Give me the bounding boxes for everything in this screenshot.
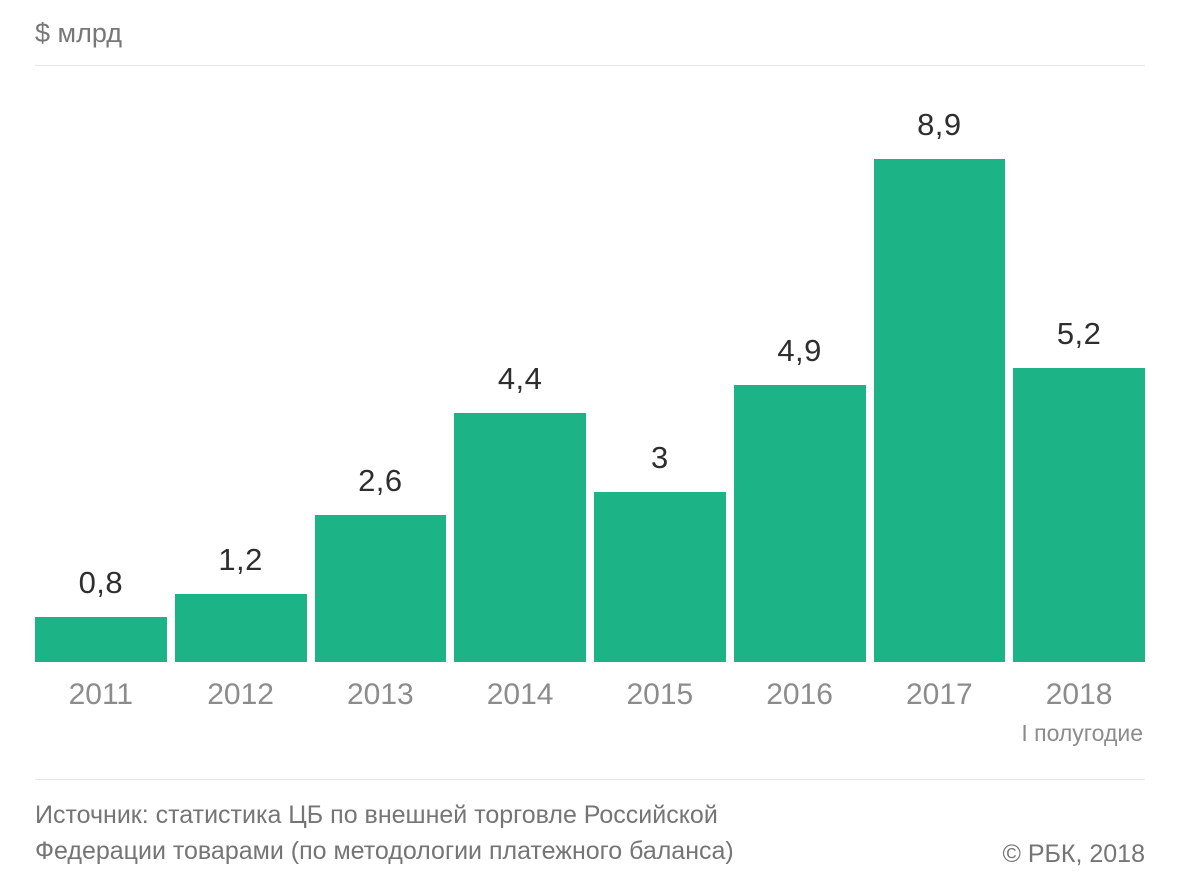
- x-axis-label: 2013: [347, 678, 414, 711]
- bar-value-label: 2,6: [358, 463, 403, 498]
- bar-group: 2,6: [314, 463, 447, 662]
- bar-group: 5,2: [1013, 316, 1145, 662]
- bar: [733, 385, 866, 662]
- x-axis-label: 2017: [906, 678, 973, 711]
- bar-group: 4,9: [733, 333, 866, 662]
- bar: [873, 159, 1006, 662]
- x-axis-label: 2011: [68, 678, 134, 711]
- chart-unit-label: $ млрд: [35, 18, 122, 48]
- x-axis-labels: 2011 2012 2013 2014 2015 2016 2017 2018: [35, 678, 1145, 712]
- bar: [314, 515, 447, 662]
- chart-footer: Источник: статистика ЦБ по внешней торго…: [35, 779, 1145, 869]
- source-line-1: Источник: статистика ЦБ по внешней торго…: [35, 801, 718, 829]
- bar-value-label: 0,8: [78, 565, 124, 600]
- bar-group: 1,2: [174, 542, 307, 662]
- bar-value-label: 4,4: [497, 361, 543, 396]
- bar: [594, 492, 726, 662]
- bar-value-label: 8,9: [917, 107, 962, 142]
- x-axis-label: 2016: [766, 678, 833, 711]
- bar-group: 0,8: [35, 565, 167, 662]
- x-axis-label: 2015: [626, 678, 694, 711]
- bar-group: 3: [594, 440, 726, 662]
- bar-group: 8,9: [873, 107, 1006, 662]
- x-axis-label: 2018: [1045, 678, 1113, 711]
- bar: [35, 617, 167, 662]
- bar: [174, 594, 307, 662]
- source-line-2: Федерации товарами (по методологии плате…: [35, 836, 734, 865]
- copyright: © РБК, 2018: [1002, 840, 1145, 868]
- x-axis-label: 2014: [486, 678, 554, 711]
- x-axis-label: 2012: [207, 678, 274, 711]
- bar: [1013, 368, 1145, 662]
- half-year-note: I полугодие: [1021, 720, 1143, 746]
- bar-group: 4,4: [454, 361, 586, 662]
- top-divider: [35, 65, 1145, 66]
- bar-value-label: 1,2: [218, 542, 263, 577]
- bar-value-label: 4,9: [777, 333, 822, 368]
- bar-value-label: 3: [651, 440, 669, 475]
- bar-chart: 0,8 1,2 2,6 4,4 3 4,9 8,9 5,2: [35, 66, 1145, 662]
- bar: [454, 413, 586, 662]
- bar-value-label: 5,2: [1056, 316, 1102, 351]
- source-text: Источник: статистика ЦБ по внешней торго…: [35, 798, 734, 869]
